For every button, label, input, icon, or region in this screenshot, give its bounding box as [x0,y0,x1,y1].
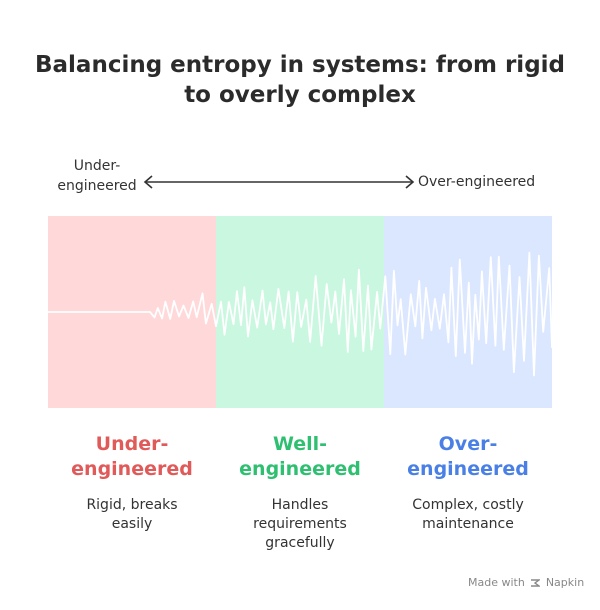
scale-right-label: Over-engineered [418,174,536,190]
category-title-line-1: Well- [272,433,328,455]
category-under-engineered: Under- engineered Rigid, breaks easily [48,432,216,534]
double-arrow-icon [143,175,415,189]
category-description: Complex, costly maintenance [384,496,552,534]
entropy-bands [48,216,552,408]
category-title-line-2: engineered [239,458,361,480]
category-description-line: maintenance [422,516,514,532]
entropy-signal-line [48,251,552,377]
scale-left-line-1: Under- [73,158,121,174]
title-line-2: to overly complex [184,82,416,108]
category-title-line-2: engineered [407,458,529,480]
category-description: Rigid, breaks easily [48,496,216,534]
category-description-line: requirements [253,516,347,532]
category-title: Under- engineered [48,432,216,482]
footer-credit: Made with Napkin [468,576,584,589]
page-title: Balancing entropy in systems: from rigid… [0,50,600,110]
category-over-engineered: Over- engineered Complex, costly mainten… [384,432,552,534]
category-description: Handles requirements gracefully [216,496,384,553]
category-well-engineered: Well- engineered Handles requirements gr… [216,432,384,553]
arrow-head-right [405,175,415,189]
category-description-line: Handles [271,497,329,513]
footer-brand: Napkin [545,576,585,589]
napkin-logo-icon [531,579,541,587]
category-title-line-1: Under- [95,433,169,455]
category-description-line: gracefully [265,535,335,551]
category-title: Over- engineered [384,432,552,482]
category-title-line-2: engineered [71,458,193,480]
arrow-head-left [143,175,153,189]
title-line-1: Balancing entropy in systems: from rigid [34,52,566,78]
footer-made-with: Made with [468,576,525,589]
scale-left-line-2: engineered [57,178,137,194]
category-description-line: Rigid, breaks [86,497,178,513]
category-title-line-1: Over- [438,433,498,455]
category-title: Well- engineered [216,432,384,482]
scale-left-label: Under- engineered [52,156,142,196]
category-description-line: Complex, costly [412,497,524,513]
category-description-line: easily [111,516,153,532]
